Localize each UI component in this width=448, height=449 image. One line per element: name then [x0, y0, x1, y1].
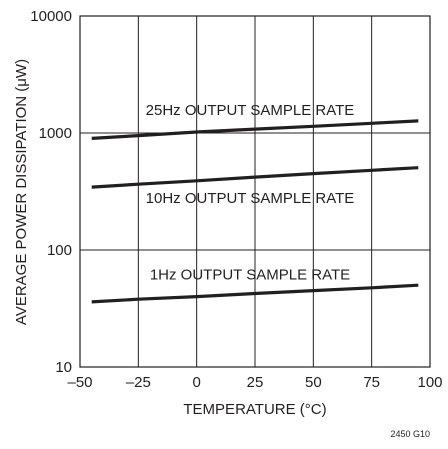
x-tick-label: 75 — [363, 374, 380, 391]
x-tick-label: 25 — [247, 374, 264, 391]
x-tick-label: 50 — [305, 374, 322, 391]
x-tick-label: 100 — [417, 374, 442, 391]
x-tick-label: 0 — [192, 374, 200, 391]
y-tick-label: 10 — [55, 359, 72, 376]
x-tick-labels: –50 –25 0 25 50 75 100 — [67, 374, 442, 391]
series-line — [91, 283, 419, 304]
series-label: 25Hz OUTPUT SAMPLE RATE — [146, 102, 355, 119]
y-tick-labels: 10 100 1000 10000 — [30, 8, 72, 376]
series-label: 1Hz OUTPUT SAMPLE RATE — [150, 266, 350, 283]
y-axis-title: AVERAGE POWER DISSIPATION (μW) — [13, 59, 30, 325]
y-tick-label: 1000 — [39, 125, 72, 142]
grid — [79, 15, 431, 368]
figure-id: 2450 G10 — [390, 429, 430, 439]
x-tick-label: –50 — [67, 374, 92, 391]
series-line — [91, 119, 419, 140]
y-tick-label: 100 — [47, 242, 72, 259]
x-axis-title: TEMPERATURE (°C) — [183, 401, 326, 418]
series-lines — [91, 119, 419, 304]
series-labels: 25Hz OUTPUT SAMPLE RATE 10Hz OUTPUT SAMPL… — [146, 102, 355, 283]
y-tick-label: 10000 — [30, 8, 72, 25]
series-line — [91, 166, 419, 189]
series-label: 10Hz OUTPUT SAMPLE RATE — [146, 190, 355, 207]
x-tick-label: –25 — [126, 374, 151, 391]
